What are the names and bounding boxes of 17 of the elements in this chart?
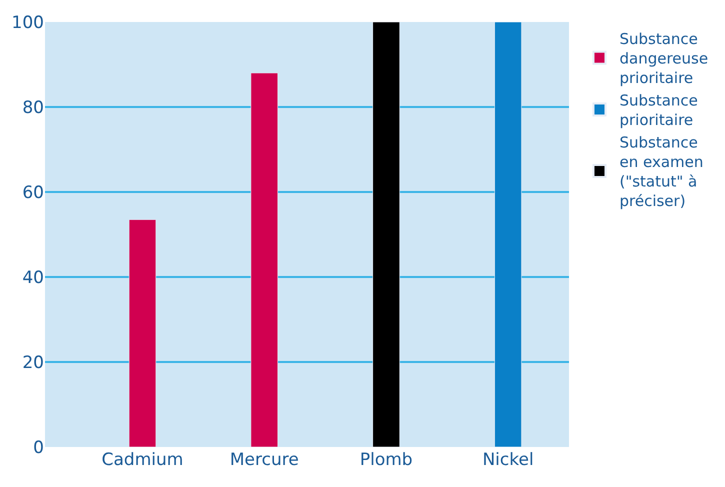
x-tick-label: Mercure bbox=[230, 450, 299, 470]
legend-label: Substance en examen ("statut" à préciser) bbox=[619, 134, 704, 210]
y-tick-label: 20 bbox=[22, 352, 44, 373]
x-tick-label: Cadmium bbox=[102, 450, 184, 470]
y-tick-label: 40 bbox=[22, 268, 44, 288]
x-tick-label: Nickel bbox=[482, 450, 534, 470]
bar bbox=[250, 72, 278, 447]
x-tick-label: Plomb bbox=[360, 450, 413, 470]
legend-label: Substance prioritaire bbox=[619, 92, 698, 130]
y-tick-label: 0 bbox=[33, 438, 44, 458]
bar bbox=[494, 22, 522, 447]
y-tick-label: 80 bbox=[22, 98, 44, 118]
bar bbox=[372, 22, 400, 447]
y-tick-label: 100 bbox=[12, 12, 44, 33]
legend-label: Substance dangereuse prioritaire bbox=[619, 30, 708, 88]
bar bbox=[128, 219, 156, 447]
y-tick-label: 60 bbox=[22, 182, 44, 203]
